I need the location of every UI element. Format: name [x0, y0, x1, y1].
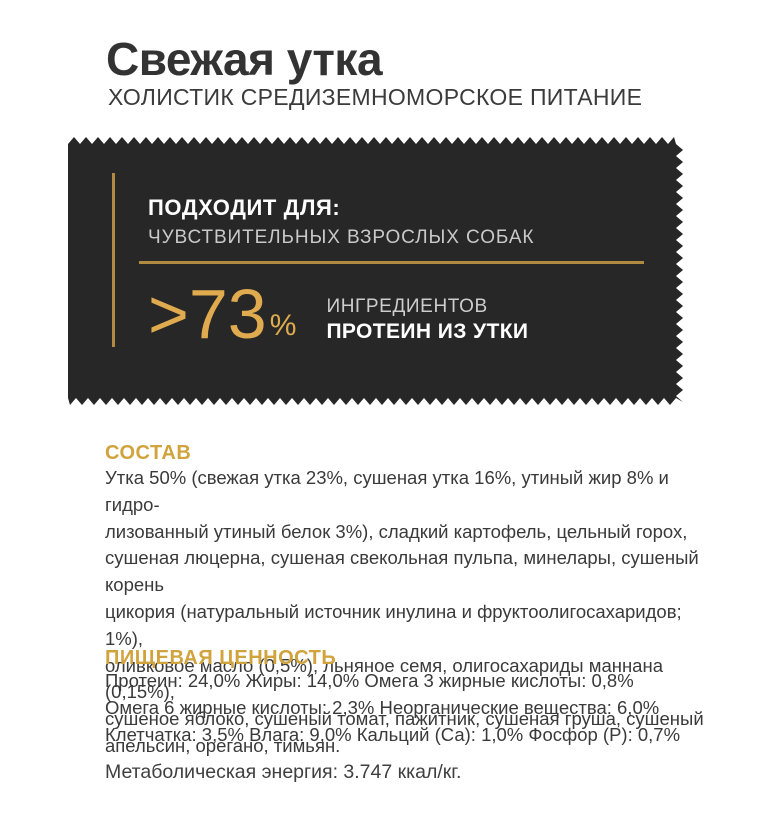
nutrition-heading: ПИЩЕВАЯ ЦЕННОСТЬ [105, 647, 337, 669]
composition-heading: СОСТАВ [105, 442, 192, 464]
gold-horizontal-divider [139, 261, 644, 264]
suitable-for-label: ПОДХОДИТ ДЛЯ: [148, 195, 341, 220]
metabolic-energy-text: Метаболическая энергия: 3.747 ккал/кг. [105, 761, 462, 783]
promo-banner: ПОДХОДИТ ДЛЯ: ЧУВСТВИТЕЛЬНЫХ ВЗРОСЛЫХ СО… [68, 137, 683, 405]
stat-caption: ИНГРЕДИЕНТОВ ПРОТЕИН ИЗ УТКИ [326, 297, 528, 343]
protein-stat: >73 % ИНГРЕДИЕНТОВ ПРОТЕИН ИЗ УТКИ [148, 275, 528, 353]
nutrition-text: Протеин: 24,0% Жиры: 14,0% Омега 3 жирны… [105, 670, 681, 745]
page-subtitle: ХОЛИСТИК СРЕДИЗЕМНОМОРСКОЕ ПИТАНИЕ [108, 84, 643, 110]
stat-percent-sign: % [269, 309, 297, 342]
page-title: Свежая утка [106, 33, 383, 85]
suitable-for-value: ЧУВСТВИТЕЛЬНЫХ ВЗРОСЛЫХ СОБАК [148, 227, 535, 248]
composition-text: Утка 50% (свежая утка 23%, сушеная утка … [105, 467, 704, 756]
stat-number: >73 [148, 275, 267, 353]
stat-caption-line1: ИНГРЕДИЕНТОВ [326, 296, 488, 317]
stat-caption-line2: ПРОТЕИН ИЗ УТКИ [326, 320, 529, 343]
gold-vertical-rule [112, 173, 115, 347]
